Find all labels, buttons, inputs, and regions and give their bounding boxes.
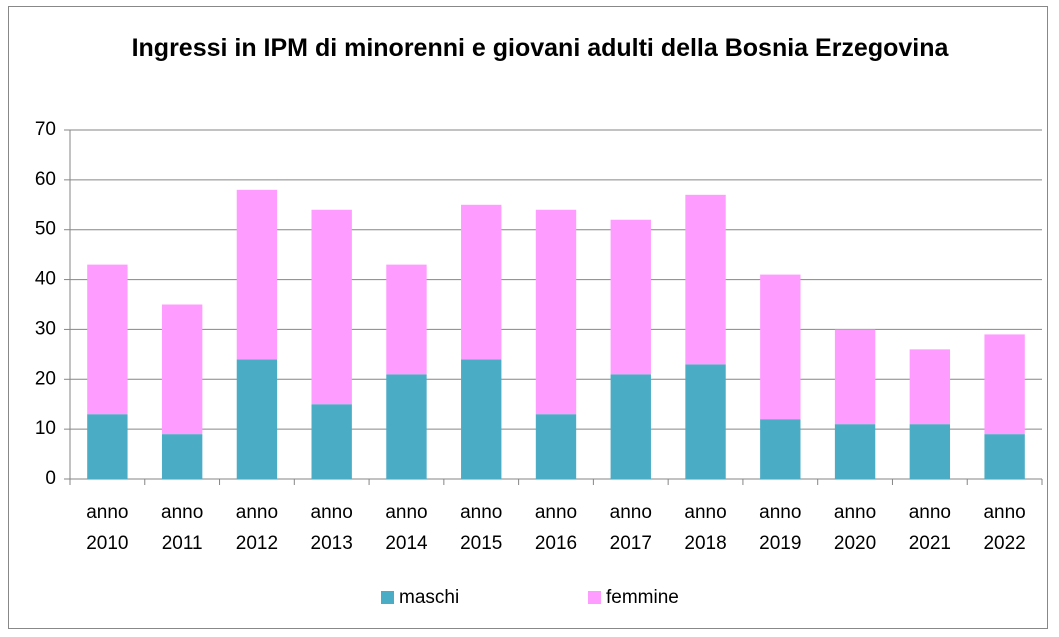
y-tick-label: 30 bbox=[35, 318, 56, 339]
bar-segment bbox=[311, 404, 352, 479]
x-tick-label: anno 2022 bbox=[983, 502, 1026, 554]
bar-segment bbox=[87, 414, 128, 479]
x-tick-label: anno 2017 bbox=[609, 502, 652, 554]
y-tick-label: 50 bbox=[35, 219, 56, 240]
x-tick-label: anno 2012 bbox=[235, 502, 279, 554]
chart-title: Ingressi in IPM di minorenni e giovani a… bbox=[131, 34, 949, 62]
y-tick-label: 20 bbox=[35, 368, 56, 389]
bar-segment bbox=[236, 359, 278, 479]
x-tick-label: anno 2019 bbox=[759, 502, 802, 554]
bar-segment bbox=[760, 419, 801, 479]
x-tick-label: anno 2015 bbox=[460, 502, 503, 554]
x-tick-label: anno 2010 bbox=[86, 502, 129, 554]
bar-segment bbox=[236, 189, 278, 360]
bar-segment bbox=[386, 264, 427, 375]
bar-segment bbox=[909, 349, 951, 425]
bar-segment bbox=[909, 424, 951, 479]
y-tick-label: 70 bbox=[35, 119, 56, 140]
bar-segment bbox=[161, 304, 203, 435]
y-tick-label: 60 bbox=[35, 169, 56, 190]
y-tick-label: 0 bbox=[45, 468, 56, 489]
bar-segment bbox=[535, 209, 577, 415]
bar-segment bbox=[461, 359, 502, 479]
legend-label: maschi bbox=[399, 587, 459, 608]
legend-swatch bbox=[381, 591, 394, 604]
bar-segment bbox=[685, 194, 726, 365]
bar-segment bbox=[386, 374, 427, 479]
bar-segment bbox=[87, 264, 128, 415]
x-tick-label: anno 2016 bbox=[534, 502, 578, 554]
bar-segment bbox=[535, 414, 577, 479]
bar-segment bbox=[760, 274, 801, 420]
x-tick-label: anno 2013 bbox=[310, 502, 353, 554]
bar-segment bbox=[984, 434, 1025, 479]
x-tick-label: anno 2021 bbox=[908, 502, 951, 554]
y-tick-label: 10 bbox=[35, 418, 56, 439]
x-tick-label: anno 2011 bbox=[161, 502, 204, 554]
bar-segment bbox=[311, 209, 352, 405]
chart-frame bbox=[8, 6, 1048, 629]
bar-segment bbox=[610, 374, 651, 479]
bar-segment bbox=[834, 424, 876, 479]
x-tick-label: anno 2018 bbox=[684, 502, 727, 554]
bar-segment bbox=[610, 219, 651, 375]
bar-segment bbox=[685, 364, 726, 479]
bar-segment bbox=[461, 204, 502, 360]
legend-swatch bbox=[588, 591, 601, 604]
x-tick-label: anno 2020 bbox=[833, 502, 877, 554]
bar-segment bbox=[984, 334, 1025, 435]
y-tick-label: 40 bbox=[35, 269, 56, 290]
bar-segment bbox=[834, 329, 876, 425]
legend-label: femmine bbox=[606, 587, 679, 608]
x-tick-label: anno 2014 bbox=[385, 502, 428, 554]
bar-segment bbox=[161, 434, 203, 479]
